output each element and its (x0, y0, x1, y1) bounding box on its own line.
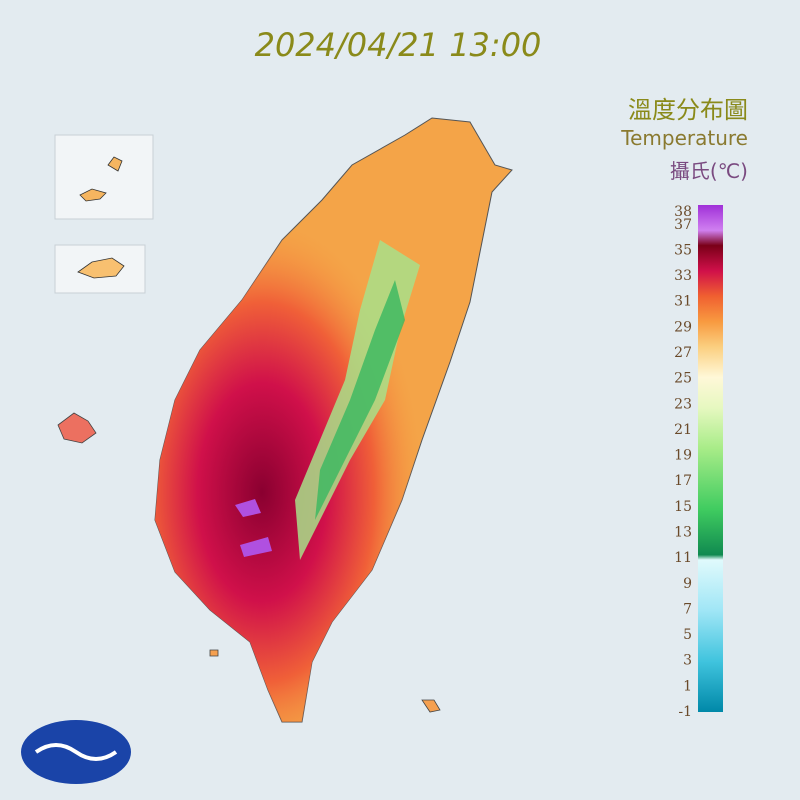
legend-tick-label: 17 (674, 473, 692, 489)
hot-spot (235, 499, 272, 557)
legend-tick-label: 33 (674, 268, 692, 284)
legend-tick-label: 15 (674, 499, 692, 515)
inset-box (54, 134, 154, 220)
legend-tick-label: 9 (683, 576, 692, 592)
legend-tick-label: 11 (674, 550, 692, 566)
color-bar (698, 205, 723, 712)
legend-tick-label: 1 (683, 678, 692, 694)
legend-unit: 攝氏(℃) (670, 159, 748, 183)
legend-tick-label: 7 (683, 601, 692, 617)
legend-tick-label: 29 (674, 319, 692, 335)
legend-tick-label: 25 (674, 371, 692, 387)
legend-tick-label: 21 (674, 422, 692, 438)
legend-tick-label: 5 (683, 627, 692, 643)
island (77, 257, 125, 279)
legend-tick-label: 35 (674, 242, 692, 258)
legend-tick-label: 37 (674, 217, 692, 233)
legend-tick-label: 23 (674, 396, 692, 412)
island (209, 649, 441, 713)
island (79, 156, 123, 202)
map-title: 2024/04/21 13:00 (255, 26, 542, 64)
legend-tick-label: 13 (674, 525, 692, 541)
legend-title: 溫度分布圖 (628, 96, 748, 124)
island (57, 412, 97, 444)
legend-tick-label: 31 (674, 294, 692, 310)
legend-subtitle: Temperature (620, 126, 748, 150)
legend-tick-label: 19 (674, 448, 692, 464)
legend-tick-label: 3 (683, 653, 692, 669)
logo-wave (34, 743, 118, 761)
mountain-core (315, 280, 405, 520)
legend-tick-label: 27 (674, 345, 692, 361)
legend-tick-label: -1 (678, 704, 692, 720)
legend-tick-label: 38 (674, 204, 692, 220)
